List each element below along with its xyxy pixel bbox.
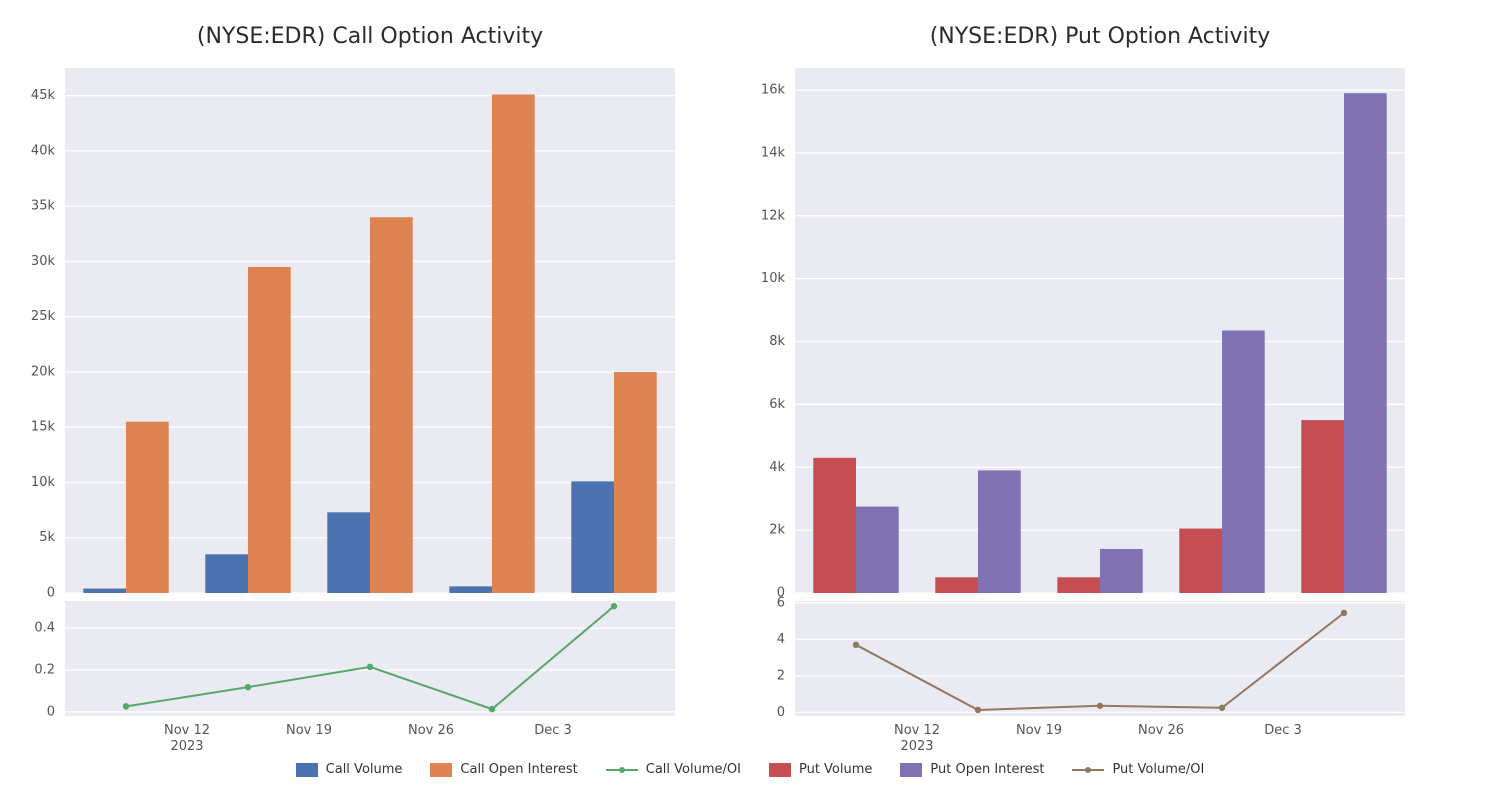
call-chart-title: (NYSE:EDR) Call Option Activity bbox=[197, 24, 543, 49]
call-ratio-chart: 00.20.4Nov 12Nov 19Nov 26Dec 32023 bbox=[65, 601, 675, 716]
legend-label: Put Volume bbox=[799, 762, 872, 777]
legend-item: Call Volume/OI bbox=[606, 762, 741, 777]
bar-open-interest bbox=[1222, 331, 1265, 594]
legend-label: Call Volume/OI bbox=[646, 762, 741, 777]
y-tick-label: 4k bbox=[769, 460, 785, 475]
legend: Call Volume Call Open Interest Call Volume… bbox=[0, 762, 1500, 777]
y-tick-label: 0 bbox=[47, 704, 55, 719]
bar-volume bbox=[327, 512, 370, 593]
legend-swatch bbox=[769, 763, 791, 777]
bar-volume bbox=[449, 586, 492, 593]
x-tick-label: Nov 26 bbox=[1138, 723, 1184, 738]
bar-open-interest bbox=[492, 95, 535, 593]
y-tick-label: 20k bbox=[31, 364, 56, 379]
x-tick-label: Nov 26 bbox=[408, 723, 454, 738]
y-tick-label: 45k bbox=[31, 88, 56, 103]
y-tick-label: 40k bbox=[31, 143, 56, 158]
ratio-point bbox=[1341, 610, 1347, 616]
ratio-point bbox=[611, 603, 617, 609]
x-tick-label: Nov 19 bbox=[286, 723, 332, 738]
bar-open-interest bbox=[1344, 93, 1387, 593]
y-tick-label: 14k bbox=[761, 145, 786, 160]
ratio-point bbox=[367, 664, 373, 670]
figure: (NYSE:EDR) Call Option Activity (NYSE:ED… bbox=[0, 0, 1500, 800]
legend-label: Put Open Interest bbox=[930, 762, 1044, 777]
bar-open-interest bbox=[126, 422, 169, 593]
bar-open-interest bbox=[248, 267, 291, 593]
ratio-point bbox=[975, 707, 981, 713]
y-tick-label: 0.4 bbox=[34, 621, 55, 636]
y-tick-label: 0 bbox=[777, 705, 785, 720]
y-tick-label: 25k bbox=[31, 309, 56, 324]
x-axis-year-label: 2023 bbox=[900, 739, 933, 754]
bar-open-interest bbox=[978, 470, 1021, 593]
bar-volume bbox=[1057, 577, 1100, 593]
x-tick-label: Dec 3 bbox=[1264, 723, 1302, 738]
legend-label: Call Volume bbox=[326, 762, 403, 777]
bar-volume bbox=[935, 577, 978, 593]
put-bar-chart: 02k4k6k8k10k12k14k16k bbox=[795, 68, 1405, 593]
bar-volume bbox=[205, 554, 248, 593]
bar-volume bbox=[1301, 420, 1344, 593]
legend-swatch bbox=[900, 763, 922, 777]
x-axis-year-label: 2023 bbox=[170, 739, 203, 754]
bar-volume bbox=[571, 481, 614, 593]
y-tick-label: 0 bbox=[47, 586, 55, 601]
call-bar-chart: 05k10k15k20k25k30k35k40k45k bbox=[65, 68, 675, 593]
put-chart-title: (NYSE:EDR) Put Option Activity bbox=[930, 24, 1271, 49]
y-tick-label: 2 bbox=[777, 668, 785, 683]
legend-swatch bbox=[296, 763, 318, 777]
legend-label: Put Volume/OI bbox=[1112, 762, 1204, 777]
ratio-point bbox=[853, 642, 859, 648]
put-ratio-chart: 0246Nov 12Nov 19Nov 26Dec 32023 bbox=[795, 601, 1405, 716]
legend-item: Call Volume bbox=[296, 762, 403, 777]
x-tick-label: Dec 3 bbox=[534, 723, 572, 738]
ratio-point bbox=[245, 684, 251, 690]
x-tick-label: Nov 19 bbox=[1016, 723, 1062, 738]
legend-item: Put Open Interest bbox=[900, 762, 1044, 777]
y-tick-label: 4 bbox=[777, 632, 785, 647]
bar-volume bbox=[813, 458, 856, 593]
legend-line-swatch bbox=[606, 763, 638, 777]
y-tick-label: 35k bbox=[31, 199, 56, 214]
y-tick-label: 8k bbox=[769, 334, 785, 349]
y-tick-label: 6k bbox=[769, 397, 785, 412]
legend-swatch bbox=[430, 763, 452, 777]
bar-volume bbox=[83, 589, 126, 593]
bar-open-interest bbox=[370, 217, 413, 593]
y-tick-label: 0.2 bbox=[34, 663, 55, 678]
y-tick-label: 6 bbox=[777, 595, 785, 610]
x-tick-label: Nov 12 bbox=[164, 723, 210, 738]
ratio-point bbox=[123, 703, 129, 709]
y-tick-label: 2k bbox=[769, 523, 785, 538]
legend-item: Put Volume/OI bbox=[1072, 762, 1204, 777]
y-tick-label: 10k bbox=[761, 271, 786, 286]
x-tick-label: Nov 12 bbox=[894, 723, 940, 738]
legend-item: Put Volume bbox=[769, 762, 872, 777]
y-tick-label: 15k bbox=[31, 420, 56, 435]
ratio-point bbox=[489, 706, 495, 712]
legend-line-swatch bbox=[1072, 763, 1104, 777]
bar-open-interest bbox=[1100, 549, 1143, 593]
y-tick-label: 10k bbox=[31, 475, 56, 490]
bar-volume bbox=[1179, 529, 1222, 593]
bar-open-interest bbox=[614, 372, 657, 593]
y-tick-label: 5k bbox=[39, 530, 55, 545]
y-tick-label: 12k bbox=[761, 208, 786, 223]
bar-open-interest bbox=[856, 507, 899, 593]
y-tick-label: 30k bbox=[31, 254, 56, 269]
y-tick-label: 16k bbox=[761, 83, 786, 98]
ratio-point bbox=[1097, 703, 1103, 709]
legend-label: Call Open Interest bbox=[460, 762, 577, 777]
legend-item: Call Open Interest bbox=[430, 762, 577, 777]
ratio-point bbox=[1219, 705, 1225, 711]
